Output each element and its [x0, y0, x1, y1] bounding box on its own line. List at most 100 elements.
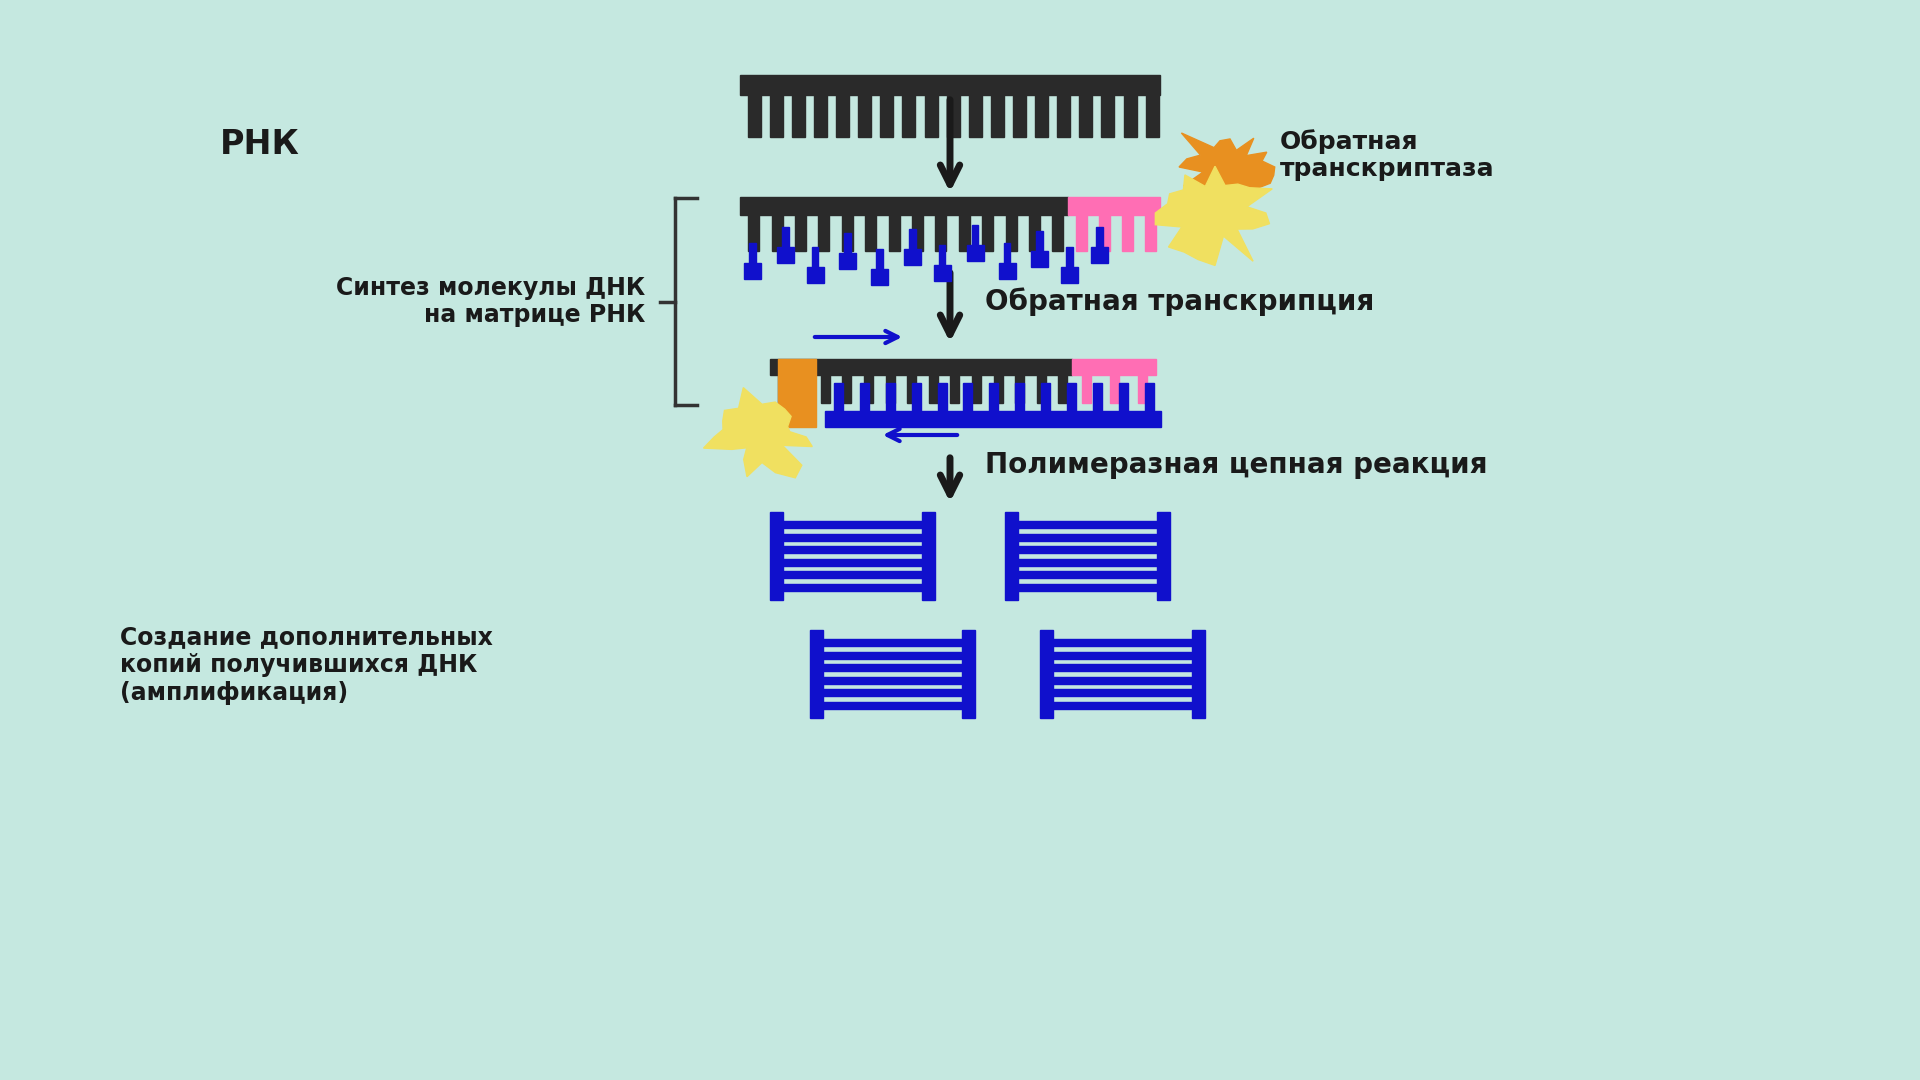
Bar: [739, 197, 1068, 215]
Bar: [1052, 689, 1192, 697]
Bar: [1110, 375, 1119, 403]
Bar: [1018, 558, 1158, 566]
Bar: [906, 375, 916, 403]
Text: Обратная
транскриптаза: Обратная транскриптаза: [1281, 129, 1494, 181]
Bar: [1004, 512, 1018, 600]
Bar: [1035, 95, 1048, 137]
Bar: [1016, 375, 1023, 403]
Bar: [747, 95, 760, 137]
Polygon shape: [703, 388, 812, 477]
Bar: [781, 227, 789, 247]
Bar: [989, 383, 998, 411]
Bar: [1018, 584, 1158, 591]
Bar: [1029, 215, 1041, 251]
Bar: [872, 269, 889, 285]
Bar: [1037, 231, 1043, 251]
Bar: [925, 95, 937, 137]
Bar: [1096, 227, 1102, 247]
Bar: [885, 383, 895, 411]
Bar: [1018, 546, 1158, 553]
Bar: [812, 247, 818, 267]
Bar: [937, 383, 947, 411]
Bar: [1121, 215, 1133, 251]
Bar: [783, 558, 922, 566]
Bar: [962, 630, 975, 718]
Bar: [1158, 512, 1169, 600]
Bar: [824, 651, 962, 659]
Bar: [1139, 375, 1148, 403]
Bar: [1014, 95, 1025, 137]
Bar: [1016, 383, 1023, 411]
Bar: [826, 411, 1162, 427]
Bar: [993, 375, 1002, 403]
Bar: [824, 664, 962, 671]
Bar: [1052, 677, 1192, 684]
Bar: [749, 243, 755, 264]
Bar: [835, 95, 849, 137]
Bar: [783, 584, 922, 591]
Text: Обратная транскрипция: Обратная транскрипция: [985, 287, 1375, 316]
Bar: [1041, 630, 1052, 718]
Bar: [1144, 215, 1156, 251]
Bar: [1073, 359, 1156, 375]
Bar: [1092, 383, 1102, 411]
Bar: [749, 215, 758, 251]
Bar: [1037, 375, 1046, 403]
Bar: [824, 702, 962, 708]
Bar: [1018, 521, 1158, 528]
Bar: [939, 245, 945, 265]
Bar: [1052, 639, 1192, 646]
Bar: [778, 359, 816, 427]
Bar: [1144, 383, 1154, 411]
Bar: [778, 375, 787, 403]
Bar: [904, 249, 922, 265]
Bar: [806, 267, 824, 283]
Bar: [1052, 651, 1192, 659]
Bar: [958, 215, 970, 251]
Bar: [783, 534, 922, 541]
Bar: [791, 95, 804, 137]
Bar: [881, 95, 893, 137]
Bar: [770, 512, 783, 600]
Bar: [818, 215, 829, 251]
Bar: [1006, 215, 1016, 251]
Bar: [778, 247, 795, 264]
Bar: [1146, 95, 1158, 137]
Bar: [912, 215, 924, 251]
Bar: [814, 95, 828, 137]
Bar: [860, 383, 870, 411]
Bar: [799, 375, 808, 403]
Bar: [972, 225, 979, 245]
Bar: [1052, 702, 1192, 708]
Bar: [1068, 197, 1160, 215]
Bar: [783, 571, 922, 579]
Polygon shape: [1156, 166, 1273, 266]
Bar: [947, 95, 960, 137]
Bar: [833, 383, 843, 411]
Bar: [824, 639, 962, 646]
Bar: [964, 383, 972, 411]
Bar: [843, 375, 851, 403]
Bar: [1058, 95, 1069, 137]
Bar: [783, 521, 922, 528]
Bar: [866, 215, 876, 251]
Bar: [770, 359, 1073, 375]
Text: РНК: РНК: [221, 129, 300, 162]
Bar: [839, 253, 856, 269]
Bar: [1004, 243, 1010, 264]
Bar: [1083, 375, 1091, 403]
Bar: [1079, 95, 1092, 137]
Bar: [841, 215, 852, 251]
Bar: [950, 375, 960, 403]
Bar: [772, 215, 783, 251]
Bar: [1062, 267, 1077, 283]
Bar: [739, 75, 1160, 95]
Bar: [912, 383, 922, 411]
Bar: [929, 375, 937, 403]
Bar: [770, 95, 783, 137]
Bar: [864, 375, 874, 403]
Text: Создание дополнительных
копий получившихся ДНК
(амплификация): Создание дополнительных копий получивших…: [119, 625, 493, 705]
Bar: [1052, 664, 1192, 671]
Bar: [795, 215, 806, 251]
Bar: [876, 249, 883, 269]
